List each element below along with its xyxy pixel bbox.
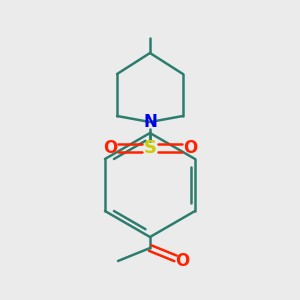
Text: O: O bbox=[175, 252, 189, 270]
Text: N: N bbox=[143, 113, 157, 131]
Text: O: O bbox=[183, 139, 197, 157]
Text: O: O bbox=[103, 139, 117, 157]
Text: S: S bbox=[143, 139, 157, 157]
